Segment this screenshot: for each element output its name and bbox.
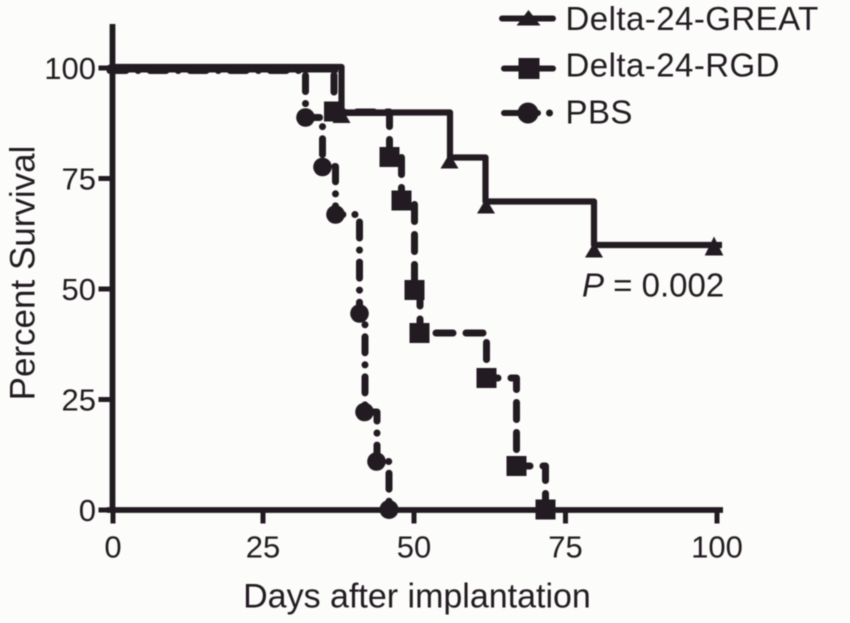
svg-text:100: 100 (44, 51, 96, 86)
svg-text:Percent Survival: Percent Survival (4, 146, 43, 401)
svg-text:0: 0 (104, 530, 121, 565)
svg-text:0: 0 (79, 493, 96, 528)
svg-text:50: 50 (397, 530, 431, 565)
svg-text:75: 75 (548, 530, 582, 565)
svg-text:25: 25 (62, 383, 96, 418)
svg-text:Days after implantation: Days after implantation (243, 578, 591, 616)
svg-text:75: 75 (62, 162, 96, 197)
svg-text:100: 100 (691, 530, 743, 565)
svg-text:Delta-24-GREAT: Delta-24-GREAT (566, 0, 819, 37)
svg-text:P = 0.002: P = 0.002 (582, 267, 724, 304)
svg-text:25: 25 (246, 530, 280, 565)
svg-text:PBS: PBS (566, 94, 633, 131)
svg-text:50: 50 (62, 272, 96, 307)
svg-text:Delta-24-RGD: Delta-24-RGD (566, 47, 780, 84)
